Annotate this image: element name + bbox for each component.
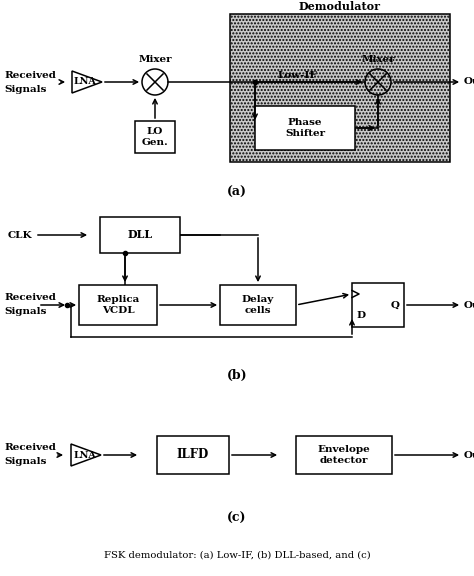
Bar <box>79 285 157 325</box>
Bar <box>255 106 355 150</box>
Text: Demodulator: Demodulator <box>299 2 381 13</box>
Text: Signals: Signals <box>4 85 46 93</box>
Text: Mixer: Mixer <box>361 55 395 65</box>
Text: LO
Gen.: LO Gen. <box>142 127 168 147</box>
Bar <box>296 436 392 474</box>
Text: Output: Output <box>464 450 474 460</box>
Text: Low-IF: Low-IF <box>278 71 318 81</box>
Text: Received: Received <box>4 294 56 302</box>
Text: Replica
VCDL: Replica VCDL <box>96 295 140 314</box>
Text: CLK: CLK <box>8 230 33 240</box>
Text: Delay
cells: Delay cells <box>242 295 274 314</box>
Text: Envelope
detector: Envelope detector <box>318 445 370 465</box>
Text: (a): (a) <box>227 185 247 199</box>
Text: Phase
Shifter: Phase Shifter <box>285 118 325 138</box>
Text: (b): (b) <box>227 369 247 381</box>
Text: Received: Received <box>4 444 56 453</box>
Text: DLL: DLL <box>128 229 153 241</box>
Bar <box>157 436 229 474</box>
Text: D: D <box>356 312 365 320</box>
Bar <box>352 283 404 327</box>
Bar <box>220 285 296 325</box>
Text: LNA: LNA <box>73 78 96 86</box>
Text: Output: Output <box>464 78 474 86</box>
Text: Mixer: Mixer <box>138 55 172 65</box>
Bar <box>100 217 180 253</box>
Bar <box>230 14 450 162</box>
Text: Received: Received <box>4 70 56 79</box>
Text: FSK demodulator: (a) Low-IF, (b) DLL-based, and (c): FSK demodulator: (a) Low-IF, (b) DLL-bas… <box>104 551 370 559</box>
Text: ILFD: ILFD <box>177 449 209 461</box>
Text: LNA: LNA <box>73 450 96 460</box>
Text: Output: Output <box>464 301 474 309</box>
Text: Signals: Signals <box>4 457 46 467</box>
Text: Signals: Signals <box>4 308 46 316</box>
Text: Q: Q <box>391 301 400 309</box>
Bar <box>135 121 175 153</box>
Text: (c): (c) <box>227 511 247 525</box>
